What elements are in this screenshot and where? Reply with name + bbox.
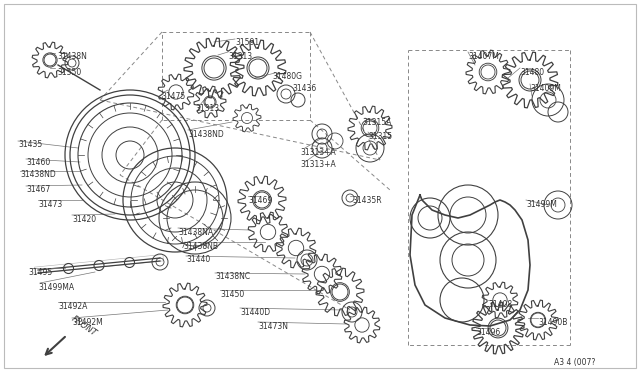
Text: 31438NC: 31438NC bbox=[215, 272, 250, 281]
Text: 31495: 31495 bbox=[28, 268, 52, 277]
Text: 31420: 31420 bbox=[72, 215, 96, 224]
Text: 31469: 31469 bbox=[248, 196, 272, 205]
Text: 31550: 31550 bbox=[57, 68, 81, 77]
Text: 31313: 31313 bbox=[195, 104, 219, 113]
Text: 31313+A: 31313+A bbox=[300, 160, 336, 169]
Text: 31499M: 31499M bbox=[526, 200, 557, 209]
Text: 31492A: 31492A bbox=[58, 302, 88, 311]
Text: 31438ND: 31438ND bbox=[188, 130, 224, 139]
Text: 31440D: 31440D bbox=[240, 308, 270, 317]
Text: 31460: 31460 bbox=[26, 158, 51, 167]
Text: 31473: 31473 bbox=[38, 200, 62, 209]
Text: 31408: 31408 bbox=[488, 300, 512, 309]
Text: 31480G: 31480G bbox=[272, 72, 302, 81]
Text: 31492M: 31492M bbox=[72, 318, 103, 327]
Text: FRONT: FRONT bbox=[70, 314, 99, 338]
Text: 31435R: 31435R bbox=[352, 196, 381, 205]
Text: 31438N: 31438N bbox=[57, 52, 87, 61]
Text: 31450: 31450 bbox=[220, 290, 244, 299]
Text: 31475: 31475 bbox=[161, 92, 185, 101]
Text: 31315: 31315 bbox=[368, 132, 392, 141]
Text: 31473N: 31473N bbox=[258, 322, 288, 331]
Text: 31435: 31435 bbox=[18, 140, 42, 149]
Text: A3 4 (007?: A3 4 (007? bbox=[554, 358, 595, 367]
Text: 31499MA: 31499MA bbox=[38, 283, 74, 292]
Text: 31467: 31467 bbox=[26, 185, 51, 194]
Text: 31315A: 31315A bbox=[362, 118, 392, 127]
Text: 31496: 31496 bbox=[476, 328, 500, 337]
Text: 31436: 31436 bbox=[292, 84, 316, 93]
Text: 31313: 31313 bbox=[228, 52, 252, 61]
Text: 31409M: 31409M bbox=[530, 84, 561, 93]
Text: 31438ND: 31438ND bbox=[20, 170, 56, 179]
Text: 31480: 31480 bbox=[520, 68, 544, 77]
Text: 31438NB: 31438NB bbox=[183, 242, 218, 251]
Text: 31438NA: 31438NA bbox=[178, 228, 213, 237]
Text: 31490B: 31490B bbox=[538, 318, 568, 327]
Text: 31313+A: 31313+A bbox=[300, 148, 336, 157]
Text: 31440: 31440 bbox=[186, 255, 211, 264]
Text: 31407M: 31407M bbox=[468, 52, 499, 61]
Text: 31591: 31591 bbox=[235, 38, 259, 47]
